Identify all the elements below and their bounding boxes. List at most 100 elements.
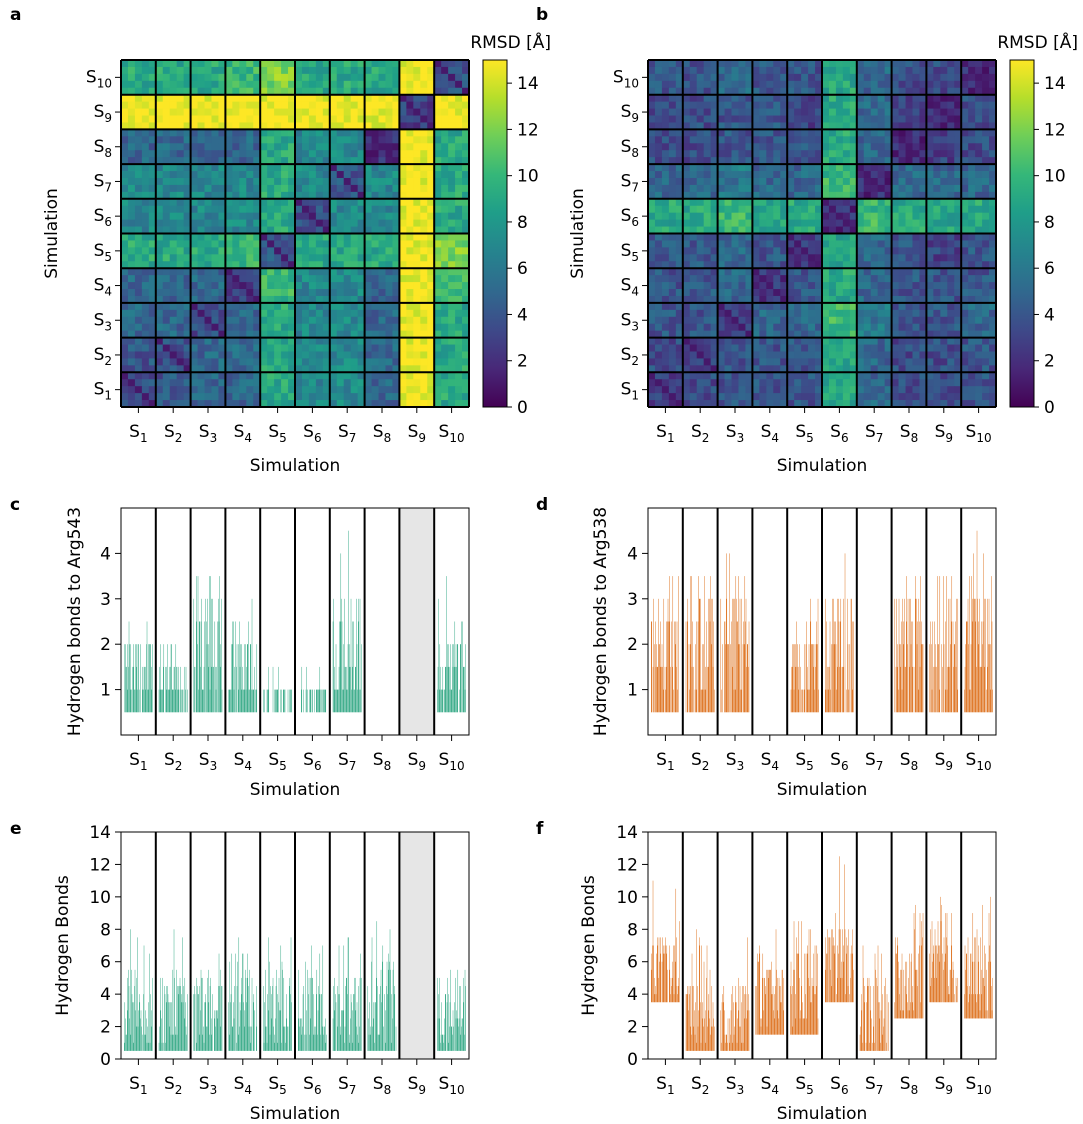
heatmap-cell bbox=[794, 365, 802, 373]
heatmap-cell bbox=[675, 87, 684, 96]
heatmap-cell bbox=[828, 219, 837, 227]
heatmap-cell bbox=[689, 316, 698, 325]
heatmap-cell bbox=[703, 198, 712, 207]
heatmap-cell bbox=[232, 150, 240, 158]
heatmap-cell bbox=[392, 150, 400, 158]
heatmap-cell bbox=[905, 143, 913, 151]
panel-label-b: b bbox=[536, 5, 548, 25]
heatmap-cell bbox=[947, 115, 955, 123]
heatmap-cell bbox=[898, 275, 906, 283]
heatmap-cell bbox=[169, 101, 178, 109]
heatmap-cell bbox=[794, 400, 802, 408]
heatmap-cell bbox=[183, 80, 191, 89]
heatmap-cell bbox=[703, 108, 712, 116]
heatmap-cell bbox=[253, 177, 261, 186]
heatmap-cell bbox=[148, 122, 157, 130]
heatmap-cell bbox=[877, 337, 886, 345]
heatmap-cell bbox=[717, 80, 725, 89]
heatmap-cell bbox=[281, 164, 289, 172]
heatmap-cell bbox=[898, 219, 906, 227]
heatmap-cell bbox=[357, 261, 365, 269]
heatmap-cell bbox=[738, 129, 746, 137]
y-tick-label: S2 bbox=[94, 345, 112, 368]
heatmap-cell bbox=[822, 309, 830, 318]
heatmap-cell bbox=[176, 393, 185, 401]
heatmap-cell bbox=[190, 115, 198, 123]
heatmap-cell bbox=[246, 164, 254, 172]
heatmap-cell bbox=[828, 80, 837, 89]
heatmap-cell bbox=[260, 122, 268, 130]
heatmap-cell bbox=[441, 212, 449, 221]
heatmap-cell bbox=[863, 150, 872, 158]
heatmap-cell bbox=[961, 171, 969, 179]
heatmap-cell bbox=[197, 150, 205, 158]
heatmap-cell bbox=[239, 177, 247, 186]
heatmap-cell bbox=[738, 73, 746, 82]
heatmap-cell bbox=[371, 108, 379, 116]
heatmap-cell bbox=[441, 400, 449, 408]
heatmap-cell bbox=[710, 219, 718, 227]
heatmap-cell bbox=[211, 80, 219, 89]
heatmap-cell bbox=[176, 323, 185, 332]
heatmap-cell bbox=[745, 240, 753, 248]
heatmap-cell bbox=[801, 323, 809, 332]
heatmap-cell bbox=[434, 205, 442, 214]
heatmap-cell bbox=[239, 164, 247, 172]
heatmap-cell bbox=[933, 275, 941, 283]
heatmap-cell bbox=[828, 247, 837, 255]
heatmap-cell bbox=[127, 400, 136, 408]
heatmap-cell bbox=[121, 386, 129, 394]
heatmap-cell bbox=[682, 150, 691, 158]
heatmap-cell bbox=[710, 136, 718, 144]
heatmap-cell bbox=[441, 247, 449, 255]
heatmap-cell bbox=[947, 358, 955, 366]
heatmap-cell bbox=[448, 365, 456, 373]
heatmap-cell bbox=[399, 171, 407, 179]
heatmap-cell bbox=[982, 323, 990, 332]
heatmap-cell bbox=[455, 157, 463, 165]
heatmap-cell bbox=[654, 198, 663, 207]
heatmap-cell bbox=[842, 295, 851, 304]
heatmap-cell bbox=[745, 212, 753, 221]
heatmap-cell bbox=[343, 302, 352, 311]
heatmap-cell bbox=[947, 240, 955, 248]
heatmap-cell bbox=[801, 372, 809, 380]
heatmap-cell bbox=[668, 73, 677, 82]
heatmap-cell bbox=[364, 60, 372, 68]
heatmap-cell bbox=[961, 157, 969, 165]
heatmap-cell bbox=[169, 198, 178, 207]
heatmap-cell bbox=[134, 358, 143, 366]
heatmap-cell bbox=[745, 205, 753, 214]
heatmap-cell bbox=[204, 60, 212, 68]
heatmap-cell bbox=[308, 226, 317, 234]
heatmap-cell bbox=[392, 323, 400, 332]
heatmap-cell bbox=[322, 337, 331, 345]
heatmap-cell bbox=[787, 309, 795, 318]
heatmap-cell bbox=[648, 94, 656, 103]
heatmap-cell bbox=[884, 136, 892, 144]
heatmap-cell bbox=[808, 122, 816, 130]
heatmap-cell bbox=[905, 261, 913, 269]
heatmap-cell bbox=[315, 164, 324, 172]
heatmap-cell bbox=[787, 94, 795, 103]
heatmap-cell bbox=[378, 254, 386, 262]
heatmap-cell bbox=[940, 365, 948, 373]
heatmap-cell bbox=[898, 233, 906, 241]
heatmap-cell bbox=[870, 108, 879, 116]
heatmap-cell bbox=[225, 295, 233, 304]
heatmap-cell bbox=[933, 205, 941, 214]
heatmap-cell bbox=[260, 261, 268, 269]
heatmap-cell bbox=[905, 94, 913, 103]
heatmap-cell bbox=[211, 136, 219, 144]
heatmap-cell bbox=[898, 337, 906, 345]
heatmap-cell bbox=[787, 101, 795, 109]
heatmap-cell bbox=[343, 66, 352, 75]
heatmap-cell bbox=[301, 66, 310, 75]
heatmap-cell bbox=[197, 226, 205, 234]
heatmap-cell bbox=[260, 108, 268, 116]
heatmap-cell bbox=[239, 330, 247, 338]
heatmap-cell bbox=[274, 177, 282, 186]
heatmap-cell bbox=[870, 330, 879, 338]
heatmap-cell bbox=[717, 275, 725, 283]
heatmap-cell bbox=[933, 247, 941, 255]
